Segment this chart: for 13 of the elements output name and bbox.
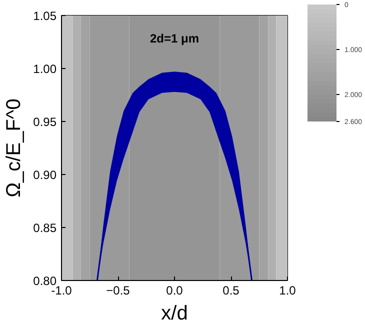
- y-tick-label: 1.00: [33, 62, 57, 76]
- x-tick-label: 1.0: [279, 284, 296, 298]
- x-tick-label: −0.5: [106, 284, 130, 298]
- y-tick-label: 1.05: [33, 9, 57, 23]
- y-tick-label: 0.95: [33, 115, 57, 129]
- annotation: 2d=1 μm: [150, 32, 200, 46]
- x-axis-title: x/d: [161, 302, 188, 324]
- y-tick-label: 0.85: [33, 221, 57, 235]
- y-axis-title: Ω_c/E_F^0: [3, 98, 26, 198]
- y-tick-label: 0.80: [33, 274, 57, 288]
- y-tick-label: 0.90: [33, 168, 57, 182]
- x-tick-label: 0.5: [222, 284, 240, 298]
- x-tick-label: 0.0: [166, 284, 184, 298]
